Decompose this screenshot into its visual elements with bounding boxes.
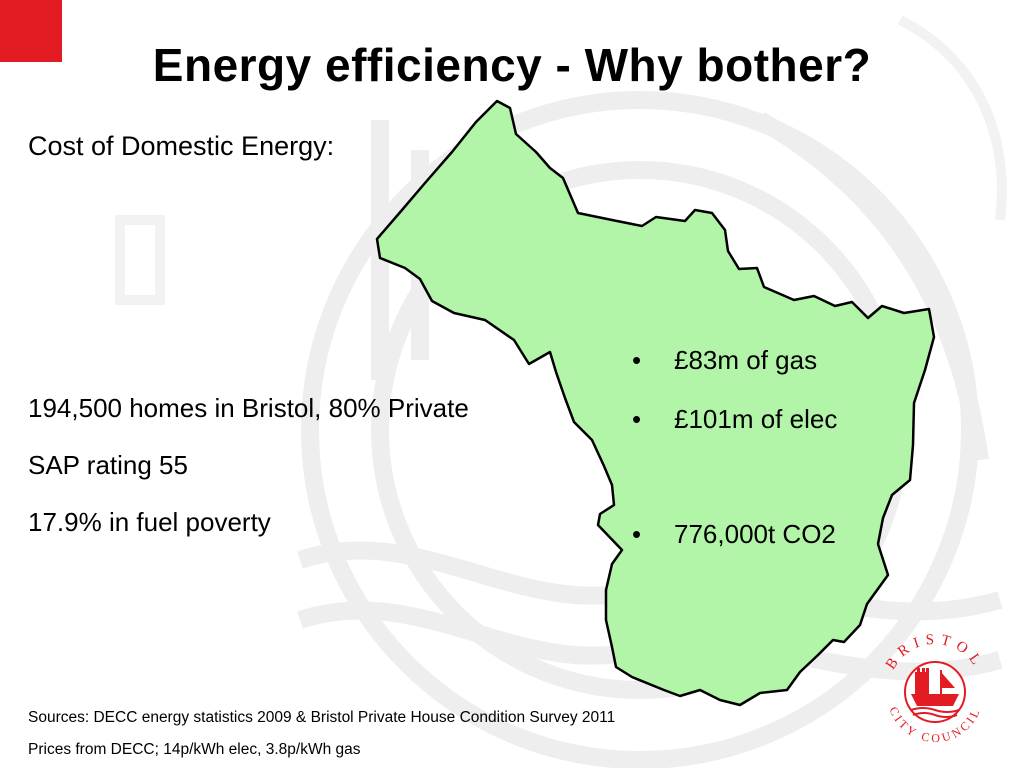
bullet-dot-icon: • bbox=[632, 519, 642, 549]
bullet-text: £101m of elec bbox=[674, 404, 838, 434]
bullet-text: £83m of gas bbox=[674, 345, 818, 375]
bristol-boundary-shape bbox=[375, 99, 936, 707]
stat-sap-rating: SAP rating 55 bbox=[28, 450, 188, 480]
bullet-gas: • £83m of gas bbox=[632, 345, 817, 376]
crest-icon bbox=[904, 661, 966, 723]
bullet-elec: • £101m of elec bbox=[632, 404, 837, 435]
stat-homes: 194,500 homes in Bristol, 80% Private bbox=[28, 393, 469, 423]
bristol-city-council-logo: BRISTOL CITY COUNCIL bbox=[883, 632, 981, 745]
prices-note: Prices from DECC; 14p/kWh elec, 3.8p/kWh… bbox=[28, 741, 361, 758]
source-note: Sources: DECC energy statistics 2009 & B… bbox=[28, 709, 616, 726]
bullet-dot-icon: • bbox=[632, 404, 642, 434]
bullet-co2: • 776,000t CO2 bbox=[632, 519, 836, 550]
slide-title: Energy efficiency - Why bother? bbox=[152, 39, 872, 91]
bullet-dot-icon: • bbox=[632, 345, 642, 375]
subtitle-cost-of-domestic-energy: Cost of Domestic Energy: bbox=[28, 131, 335, 161]
red-corner-accent bbox=[0, 0, 62, 62]
bullet-text: 776,000t CO2 bbox=[674, 519, 836, 549]
stat-fuel-poverty: 17.9% in fuel poverty bbox=[28, 507, 271, 537]
